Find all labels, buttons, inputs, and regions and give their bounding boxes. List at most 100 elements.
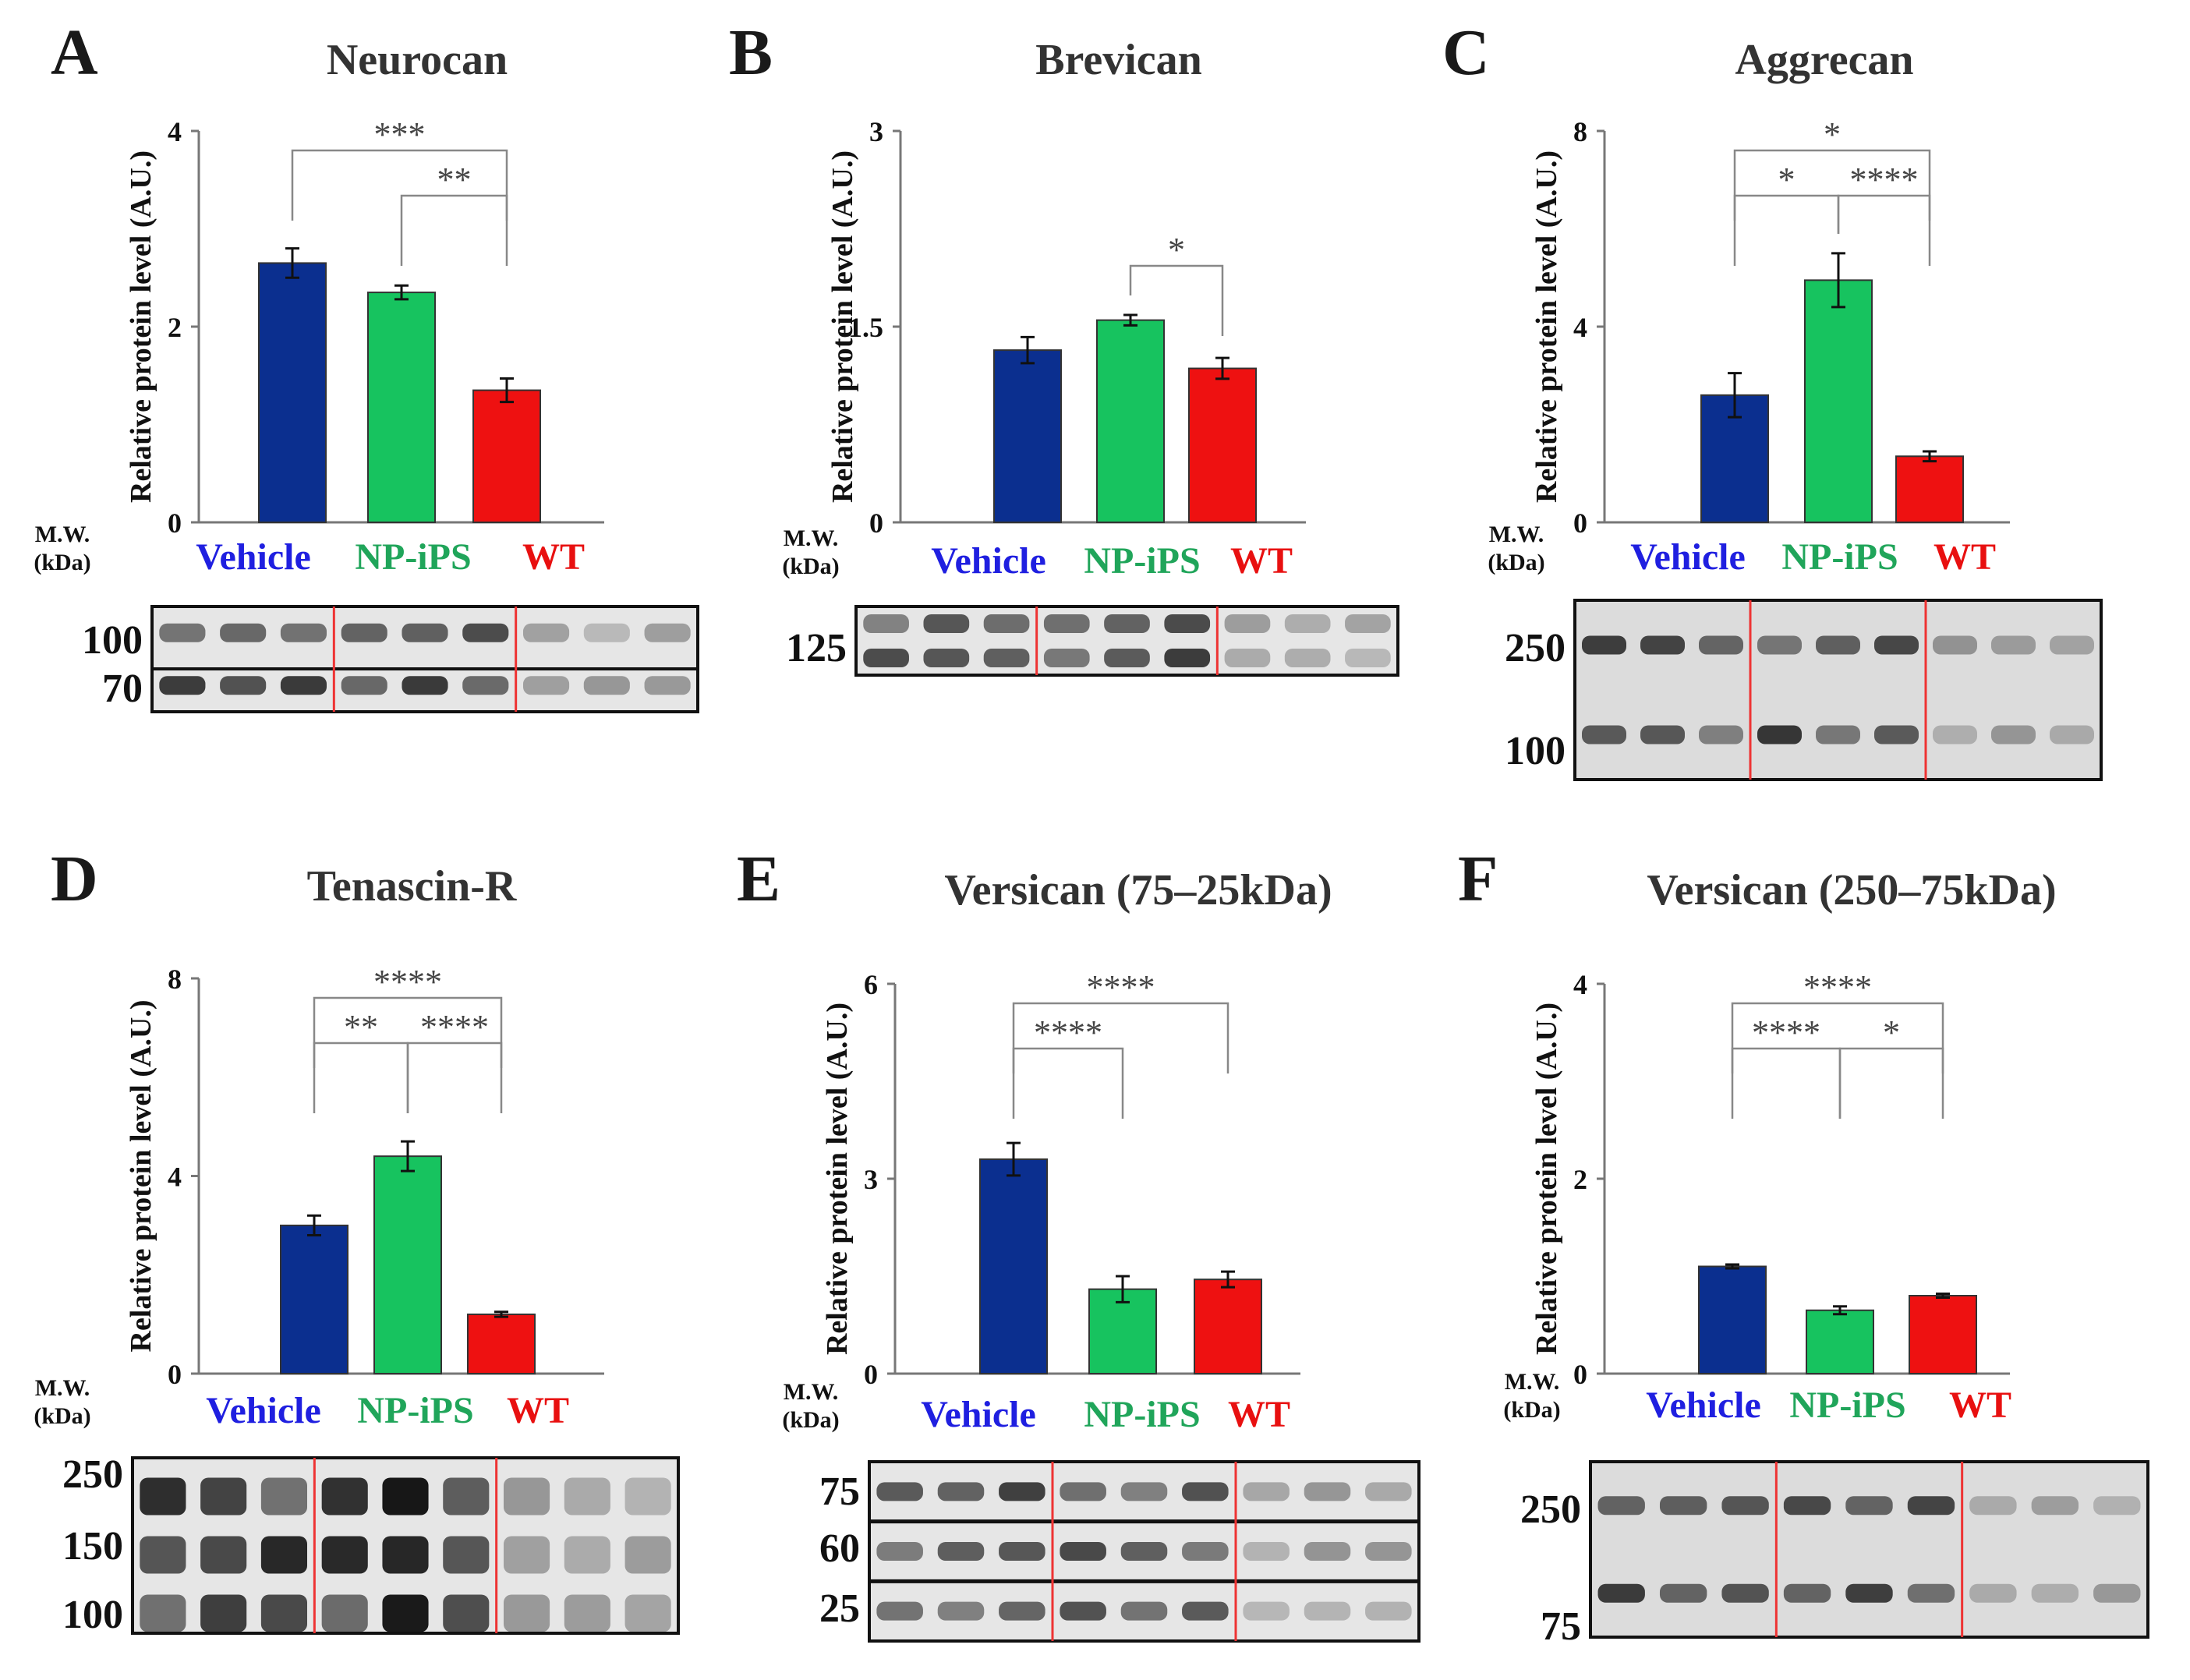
y-axis-title: Relative protein level (A.U.) xyxy=(826,150,859,503)
panel-letter: F xyxy=(1458,843,1498,915)
y-tick-label: 2 xyxy=(168,312,182,343)
mw-marker-label: 250 xyxy=(1505,626,1566,670)
y-axis-title: Relative protein level (A.U.) xyxy=(1530,150,1563,503)
group-label-wt: WT xyxy=(1230,540,1293,582)
panel-C: C Aggrecan 0 4 8 Relative protein level (A.U.… xyxy=(1442,16,2103,781)
significance-bracket xyxy=(1733,149,1931,221)
blot-band xyxy=(999,1601,1045,1621)
blot-band xyxy=(260,1477,307,1516)
mw-label: M.W. xyxy=(35,522,90,547)
mw-label: M.W. xyxy=(784,525,839,551)
blot-band xyxy=(1243,1542,1290,1561)
kda-label: (kDa) xyxy=(1488,550,1544,575)
bar-vehicle xyxy=(280,1224,348,1374)
group-label-wt: WT xyxy=(1949,1385,2011,1426)
blot-band xyxy=(1991,635,2036,655)
kda-label: (kDa) xyxy=(782,554,839,579)
panel-E: E Versican (75–25kDa) 0 3 6 Relative protein … xyxy=(737,843,1420,1643)
significance-label: * xyxy=(1883,1013,1900,1052)
blot-band xyxy=(159,623,206,642)
blot-band xyxy=(1816,725,1860,745)
y-tick-label: 6 xyxy=(864,969,878,1000)
blot-band xyxy=(1582,725,1626,745)
blot-band xyxy=(644,676,691,695)
mw-marker-label: 60 xyxy=(819,1526,860,1571)
blot-band xyxy=(1933,635,1977,655)
blot-band xyxy=(583,676,630,695)
chart-title: Neurocan xyxy=(327,36,508,84)
blot-band xyxy=(140,1536,186,1574)
blot-band xyxy=(583,623,630,642)
blot-band xyxy=(1284,649,1331,667)
blot-band xyxy=(1699,725,1743,745)
y-tick-label: 8 xyxy=(1573,116,1587,147)
significance-bracket xyxy=(406,1042,503,1113)
significance-label: **** xyxy=(1087,968,1155,1006)
bar-vehicle xyxy=(993,349,1062,523)
blot-band xyxy=(1224,614,1271,633)
blot-band xyxy=(220,676,267,695)
chart-title: Aggrecan xyxy=(1735,36,1913,84)
blot-band xyxy=(1284,614,1331,633)
mw-marker-label: 100 xyxy=(62,1593,123,1637)
significance-label: * xyxy=(1778,161,1796,199)
group-label-np-ips: NP-iPS xyxy=(357,1390,473,1431)
blot-band xyxy=(876,1482,923,1501)
blot-band xyxy=(863,614,909,633)
blot-band xyxy=(504,1594,550,1632)
significance-bracket xyxy=(1838,1047,1944,1119)
blot-band xyxy=(983,649,1030,667)
blot-band xyxy=(1907,1496,1955,1516)
blot-band xyxy=(1874,635,1919,655)
blot-band xyxy=(1783,1496,1831,1516)
bar-np-ips xyxy=(1096,319,1165,523)
blot-band xyxy=(220,623,267,642)
blot-band xyxy=(564,1536,610,1574)
blot-band xyxy=(1874,725,1919,745)
blot-band xyxy=(1757,725,1802,745)
panel-D: D Tenascin-R 0 4 8 Relative protein level (A.… xyxy=(34,843,680,1637)
blot-band xyxy=(443,1536,490,1574)
blot-band xyxy=(462,623,509,642)
blot-band xyxy=(504,1477,550,1516)
mw-marker-label: 100 xyxy=(82,618,143,663)
panel-letter: A xyxy=(51,16,98,89)
blot-band xyxy=(863,649,909,667)
blot-band xyxy=(159,676,206,695)
kda-label: (kDa) xyxy=(34,550,90,575)
y-tick-label: 4 xyxy=(1573,969,1587,1000)
blot-band xyxy=(1721,1583,1769,1603)
significance-bracket xyxy=(1129,264,1224,336)
blot-band xyxy=(1597,1583,1645,1603)
blot-band xyxy=(923,649,970,667)
blot-band xyxy=(624,1477,671,1516)
panel-letter: E xyxy=(737,843,780,915)
blot-band xyxy=(923,614,970,633)
y-axis-title: Relative protein level (A.U.) xyxy=(821,1003,854,1355)
significance-label: **** xyxy=(373,963,442,1001)
bar-vehicle xyxy=(1698,1265,1767,1374)
blot-band xyxy=(462,676,509,695)
panel-letter: B xyxy=(729,16,773,89)
blot-band xyxy=(1182,1542,1229,1561)
blot-band xyxy=(1640,725,1685,745)
blot-band xyxy=(983,614,1030,633)
mw-marker-label: 125 xyxy=(786,626,847,670)
blot-band xyxy=(1104,649,1150,667)
blot-band xyxy=(523,623,570,642)
group-label-np-ips: NP-iPS xyxy=(1789,1385,1905,1426)
chart-title: Tenascin-R xyxy=(307,862,517,911)
blot-band xyxy=(1345,649,1391,667)
y-tick-label: 0 xyxy=(168,1359,182,1390)
blot-band xyxy=(200,1594,247,1632)
blot-band xyxy=(1182,1601,1229,1621)
blot-band xyxy=(504,1536,550,1574)
group-label-np-ips: NP-iPS xyxy=(1781,536,1898,578)
blot-band xyxy=(382,1594,429,1632)
significance-bracket xyxy=(1731,1047,1842,1119)
y-tick-label: 0 xyxy=(864,1359,878,1390)
western-blot xyxy=(1589,1460,2149,1639)
significance-label: **** xyxy=(1803,968,1872,1006)
significance-bracket xyxy=(313,996,503,1068)
bar-wt xyxy=(1909,1295,1977,1374)
